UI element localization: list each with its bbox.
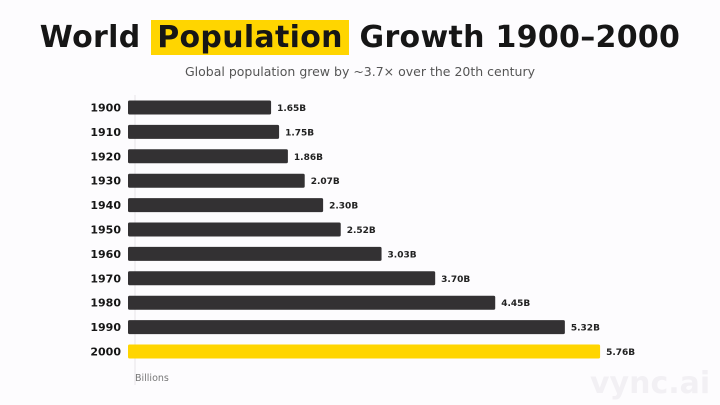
data-label: 2.52B <box>347 226 376 236</box>
title-highlight: Population <box>151 20 349 55</box>
category-label: 1990 <box>90 321 121 334</box>
data-label: 1.75B <box>285 128 314 138</box>
data-label: 2.07B <box>311 177 340 187</box>
x-axis-label: Billions <box>135 373 169 384</box>
data-label: 5.32B <box>571 324 600 334</box>
bar-1990 <box>128 320 565 335</box>
category-label: 1970 <box>90 272 121 285</box>
data-label: 4.45B <box>501 299 530 309</box>
bar-1950 <box>128 222 341 237</box>
bar-1920 <box>128 149 288 164</box>
watermark-logo: vync.ai <box>590 366 711 401</box>
category-label: 1960 <box>90 248 121 261</box>
category-label: 1930 <box>90 175 121 188</box>
title-text: World <box>39 20 141 55</box>
category-label: 1940 <box>90 199 121 212</box>
data-label: 1.86B <box>294 153 323 163</box>
data-label: 1.65B <box>277 104 306 114</box>
data-label: 2.30B <box>329 202 358 212</box>
bar-1930 <box>128 173 305 188</box>
bar-1970 <box>128 271 436 286</box>
bar-1910 <box>128 124 280 139</box>
category-label: 1950 <box>90 224 121 237</box>
bar-1900 <box>128 100 272 115</box>
bar-1940 <box>128 198 324 213</box>
category-label: 1900 <box>90 102 121 115</box>
chart-title: World Population Growth 1900–2000 <box>0 20 720 55</box>
data-label: 3.03B <box>388 250 417 260</box>
category-label: 1910 <box>90 126 121 139</box>
title-text-end: Growth 1900–2000 <box>359 20 681 55</box>
data-label: 3.70B <box>441 275 470 285</box>
data-label: 5.76B <box>606 348 635 358</box>
category-label: 1920 <box>90 150 121 163</box>
bar-1960 <box>128 246 382 261</box>
category-label: 2000 <box>90 346 121 359</box>
category-label: 1980 <box>90 297 121 310</box>
bar-2000 <box>128 344 601 359</box>
bar-1980 <box>128 295 496 310</box>
chart-subtitle: Global population grew by ~3.7× over the… <box>184 64 535 79</box>
